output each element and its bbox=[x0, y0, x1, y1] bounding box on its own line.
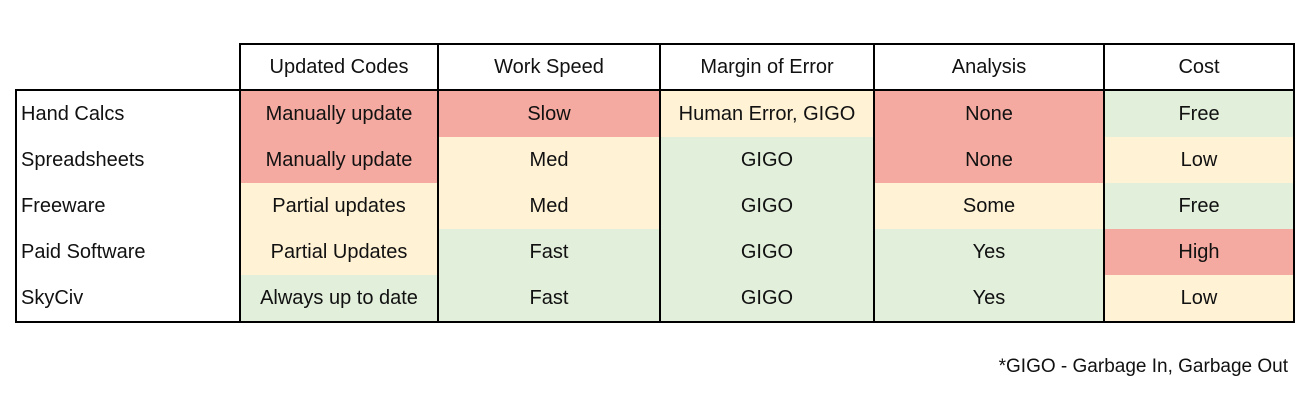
cell-margin-of-error: GIGO bbox=[659, 183, 874, 229]
cell-cost: High bbox=[1103, 229, 1295, 275]
cell-work-speed: Fast bbox=[437, 275, 660, 323]
cell-work-speed: Med bbox=[437, 183, 660, 229]
cell-updated-codes: Partial Updates bbox=[239, 229, 438, 275]
cell-updated-codes: Manually update bbox=[239, 137, 438, 183]
comparison-table: Updated Codes Work Speed Margin of Error… bbox=[15, 43, 1295, 323]
cell-updated-codes: Manually update bbox=[239, 90, 438, 137]
cell-margin-of-error: GIGO bbox=[659, 275, 874, 323]
footnote: *GIGO - Garbage In, Garbage Out bbox=[998, 356, 1288, 377]
corner-cell bbox=[16, 44, 240, 91]
cell-work-speed: Slow bbox=[437, 90, 660, 137]
cell-analysis: Yes bbox=[873, 275, 1104, 323]
column-header-updated-codes: Updated Codes bbox=[239, 43, 438, 91]
table-row: Spreadsheets Manually update Med GIGO No… bbox=[15, 137, 1295, 183]
cell-cost: Low bbox=[1103, 137, 1295, 183]
row-label-skyciv: SkyCiv bbox=[15, 275, 240, 323]
cell-cost: Free bbox=[1103, 183, 1295, 229]
row-label-spreadsheets: Spreadsheets bbox=[15, 137, 240, 183]
table-row: Hand Calcs Manually update Slow Human Er… bbox=[15, 90, 1295, 137]
row-label-hand-calcs: Hand Calcs bbox=[15, 90, 240, 137]
cell-cost: Low bbox=[1103, 275, 1295, 323]
cell-margin-of-error: GIGO bbox=[659, 229, 874, 275]
column-header-margin-of-error: Margin of Error bbox=[659, 43, 874, 91]
cell-margin-of-error: GIGO bbox=[659, 137, 874, 183]
cell-updated-codes: Partial updates bbox=[239, 183, 438, 229]
cell-work-speed: Fast bbox=[437, 229, 660, 275]
cell-analysis: Some bbox=[873, 183, 1104, 229]
table-row: Freeware Partial updates Med GIGO Some F… bbox=[15, 183, 1295, 229]
table-row: Paid Software Partial Updates Fast GIGO … bbox=[15, 229, 1295, 275]
row-label-paid-software: Paid Software bbox=[15, 229, 240, 275]
cell-analysis: None bbox=[873, 90, 1104, 137]
column-header-analysis: Analysis bbox=[873, 43, 1104, 91]
table-row: SkyCiv Always up to date Fast GIGO Yes L… bbox=[15, 275, 1295, 323]
column-header-cost: Cost bbox=[1103, 43, 1295, 91]
cell-analysis: None bbox=[873, 137, 1104, 183]
cell-cost: Free bbox=[1103, 90, 1295, 137]
cell-work-speed: Med bbox=[437, 137, 660, 183]
header-row: Updated Codes Work Speed Margin of Error… bbox=[16, 43, 1295, 91]
cell-analysis: Yes bbox=[873, 229, 1104, 275]
cell-margin-of-error: Human Error, GIGO bbox=[659, 90, 874, 137]
column-header-work-speed: Work Speed bbox=[437, 43, 660, 91]
cell-updated-codes: Always up to date bbox=[239, 275, 438, 323]
row-label-freeware: Freeware bbox=[15, 183, 240, 229]
